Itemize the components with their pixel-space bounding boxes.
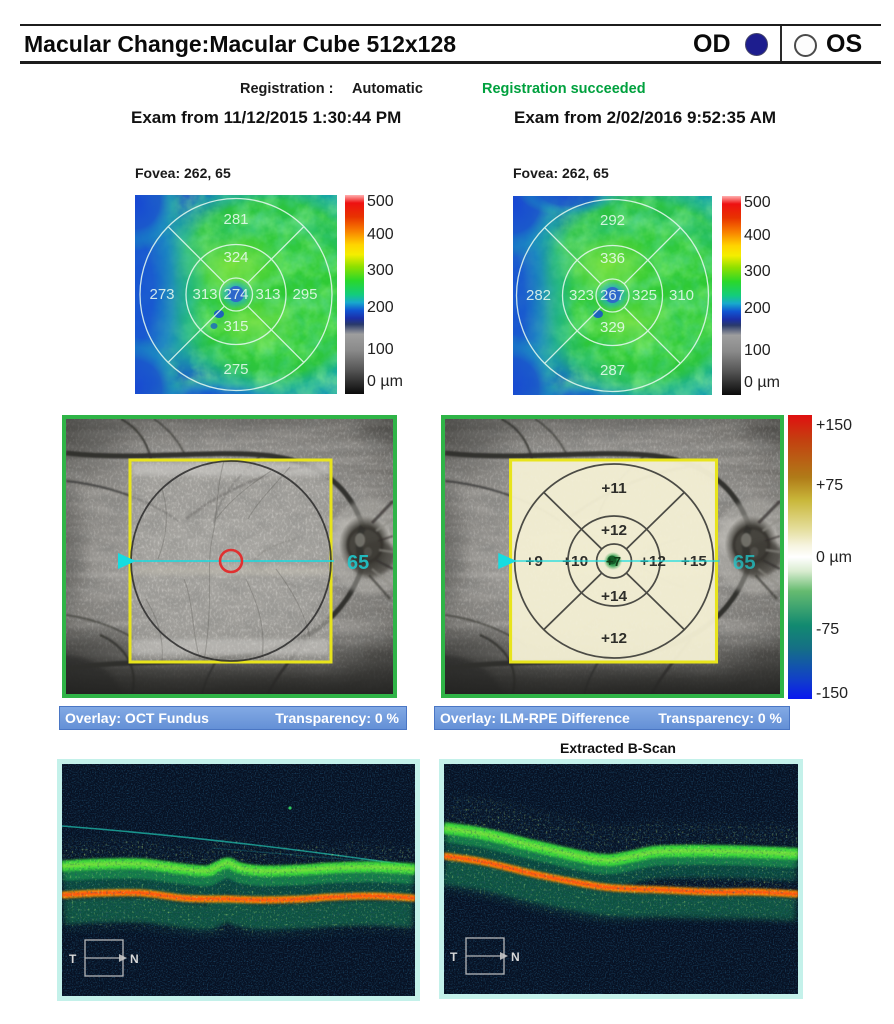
svg-text:313: 313 [255,286,280,303]
svg-text:+12: +12 [601,630,627,647]
svg-text:336: 336 [600,250,625,267]
svg-text:281: 281 [223,211,248,228]
svg-text:324: 324 [223,249,248,266]
svg-text:267: 267 [600,287,625,304]
svg-text:323: 323 [569,287,594,304]
svg-text:282: 282 [526,287,551,304]
svg-text:315: 315 [223,318,248,335]
svg-text:275: 275 [223,361,248,378]
svg-text:+7: +7 [606,554,621,569]
svg-text:65: 65 [733,552,756,574]
svg-text:310: 310 [669,287,694,304]
svg-text:N: N [130,952,139,966]
svg-text:329: 329 [600,319,625,336]
svg-text:T: T [69,952,77,966]
svg-text:+11: +11 [601,480,627,497]
svg-text:313: 313 [192,286,217,303]
svg-text:287: 287 [600,362,625,379]
svg-text:295: 295 [292,286,317,303]
svg-text:T: T [450,950,458,964]
svg-text:+14: +14 [601,588,628,605]
svg-text:273: 273 [149,286,174,303]
svg-text:325: 325 [632,287,657,304]
svg-text:+12: +12 [601,522,627,539]
svg-text:292: 292 [600,212,625,229]
svg-text:274: 274 [223,286,248,303]
svg-text:N: N [511,950,520,964]
svg-text:65: 65 [347,552,369,574]
